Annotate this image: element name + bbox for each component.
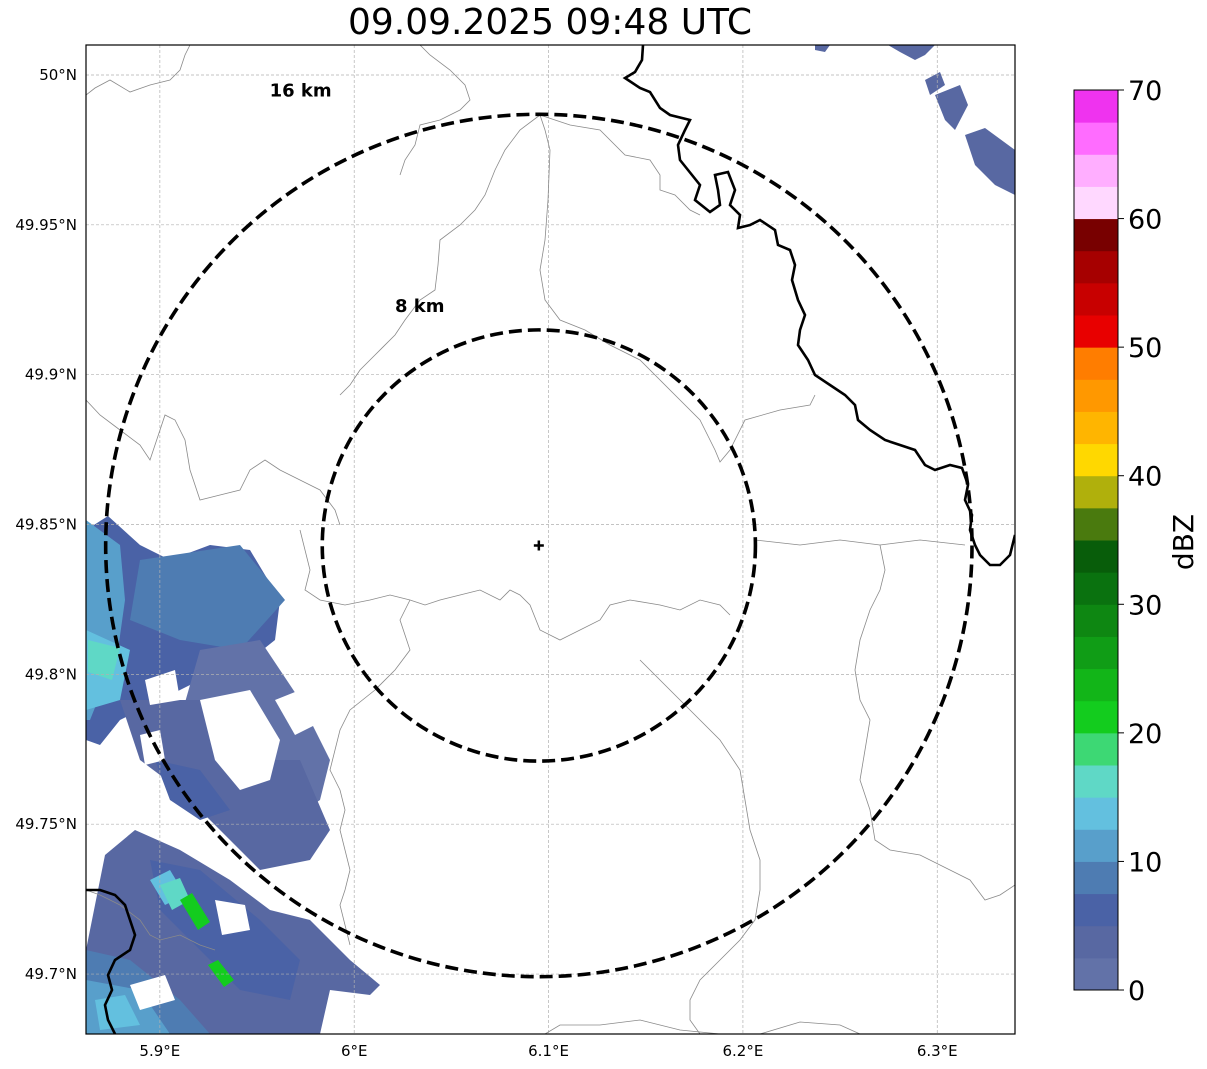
colorbar-segment <box>1074 893 1118 927</box>
colorbar-tick-label: 0 <box>1128 976 1145 1007</box>
map-frame-bg <box>86 45 1015 1034</box>
colorbar-tick-label: 60 <box>1128 205 1162 236</box>
colorbar-segment <box>1074 218 1118 252</box>
colorbar-segment <box>1074 765 1118 798</box>
colorbar-segment <box>1074 411 1118 445</box>
range-rings <box>103 112 974 979</box>
lon-tick-label: 6.1°E <box>528 1042 569 1060</box>
longitude-tick-labels: 5.9°E 6°E 6.1°E 6.2°E 6.3°E <box>139 1042 957 1060</box>
colorbar-segment <box>1074 797 1118 830</box>
lon-tick-label: 6.2°E <box>722 1042 763 1060</box>
colorbar-segment <box>1074 475 1118 509</box>
radar-echo-layer <box>86 45 1015 1034</box>
colorbar-segment <box>1074 347 1118 380</box>
range-ring-16km <box>103 112 974 979</box>
colorbar: 0 10 20 30 40 50 60 70 <box>1073 76 1162 1007</box>
lat-tick-label: 49.75°N <box>15 815 77 833</box>
lon-tick-label: 6.3°E <box>917 1042 958 1060</box>
ring-label-16km: 16 km <box>270 80 332 101</box>
lat-tick-label: 49.7°N <box>25 965 77 983</box>
colorbar-segment <box>1074 572 1118 605</box>
country-border <box>86 45 1015 1034</box>
colorbar-tick-label: 30 <box>1128 590 1162 621</box>
lat-tick-label: 49.9°N <box>25 366 77 384</box>
colorbar-segment <box>1074 315 1118 348</box>
colorbar-tick-label: 50 <box>1128 333 1162 364</box>
lat-tick-label: 49.95°N <box>15 216 77 234</box>
colorbar-frame <box>1073 89 1119 991</box>
colorbar-segment <box>1074 540 1118 573</box>
colorbar-segment <box>1074 154 1118 187</box>
lat-tick-label: 50°N <box>39 66 77 84</box>
colorbar-segment <box>1074 186 1118 220</box>
colorbar-segment <box>1074 636 1118 670</box>
colorbar-segment <box>1074 90 1118 123</box>
colorbar-segment <box>1074 861 1118 895</box>
colorbar-segment <box>1074 443 1118 477</box>
lat-tick-label: 49.85°N <box>15 516 77 534</box>
map-frame <box>85 44 1016 1035</box>
lon-tick-label: 6°E <box>341 1042 368 1060</box>
colorbar-segment <box>1074 668 1118 702</box>
range-ring-8km <box>320 328 758 763</box>
colorbar-tick-label: 20 <box>1128 719 1162 750</box>
lat-tick-label: 49.8°N <box>25 665 77 683</box>
map-title: 09.09.2025 09:48 UTC <box>347 2 753 43</box>
colorbar-tick-label: 40 <box>1128 462 1162 493</box>
municipal-boundaries <box>86 45 1015 1034</box>
colorbar-segment <box>1074 732 1118 766</box>
ring-label-8km: 8 km <box>395 296 445 317</box>
colorbar-segment <box>1074 507 1118 541</box>
colorbar-segment <box>1074 250 1118 284</box>
colorbar-segment <box>1074 379 1118 412</box>
colorbar-tick-label: 70 <box>1128 76 1162 107</box>
latitude-tick-labels: 50°N 49.95°N 49.9°N 49.85°N 49.8°N 49.75°N 49.… <box>15 66 77 983</box>
colorbar-segment <box>1074 957 1118 991</box>
colorbar-segment <box>1074 282 1118 316</box>
colorbar-segment <box>1074 700 1118 734</box>
colorbar-label: dBZ <box>1167 514 1200 570</box>
colorbar-segment <box>1074 925 1118 959</box>
colorbar-segment <box>1074 829 1118 862</box>
colorbar-segment <box>1074 604 1118 637</box>
colorbar-tick-label: 10 <box>1128 847 1162 878</box>
colorbar-segment <box>1074 122 1118 155</box>
lon-tick-label: 5.9°E <box>139 1042 180 1060</box>
radar-site-marker <box>533 540 544 551</box>
